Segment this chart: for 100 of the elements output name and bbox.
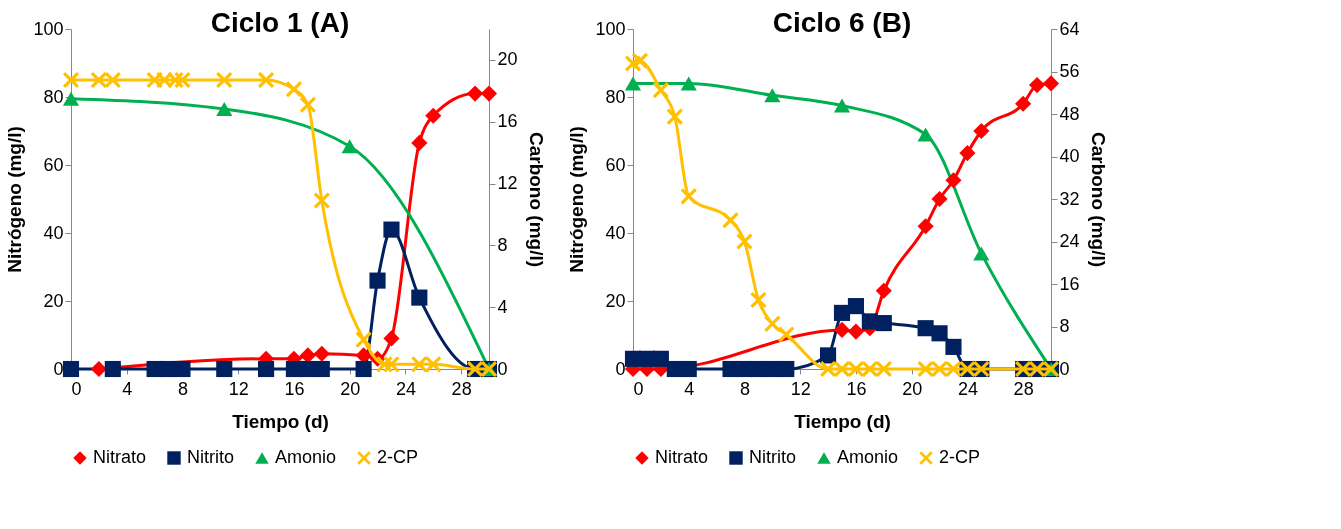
legend-label: Amonio — [275, 447, 337, 467]
x-tick-label: 12 — [228, 378, 249, 399]
point — [383, 221, 400, 238]
y-tick-label: 80 — [605, 86, 626, 107]
point — [680, 188, 697, 205]
y2-tick-label: 32 — [1059, 188, 1080, 209]
y2-tick-label: 16 — [1059, 273, 1080, 294]
y-tick-label: 20 — [43, 290, 64, 311]
legend-label: Nitrito — [749, 447, 797, 467]
point — [680, 76, 697, 91]
point — [680, 360, 697, 378]
point — [917, 127, 934, 142]
point — [1029, 77, 1046, 94]
y-tick-label: 60 — [43, 154, 64, 175]
y-tick-label: 60 — [605, 154, 626, 175]
y2-tick-label: 8 — [1059, 316, 1070, 336]
y2-tick-label: 0 — [497, 358, 508, 379]
point — [104, 71, 121, 89]
x-tick-label: 0 — [633, 378, 644, 399]
point — [736, 233, 753, 250]
point — [355, 360, 372, 378]
point — [861, 360, 878, 378]
point — [467, 85, 484, 102]
point — [820, 347, 837, 364]
y-tick-label: 0 — [615, 358, 626, 379]
y-axis-title: Nitrógeno (mg/l) — [566, 126, 588, 273]
legend-label: 2-CP — [377, 447, 419, 467]
x-tick-label: 8 — [177, 378, 188, 399]
x-tick-label: 24 — [957, 378, 978, 399]
chart-title: Ciclo 6 (B) — [772, 7, 912, 38]
y2-tick-label: 40 — [1059, 146, 1080, 166]
point — [820, 360, 837, 378]
point — [833, 304, 851, 321]
point — [778, 360, 795, 378]
point — [875, 360, 892, 378]
point — [847, 323, 864, 340]
y-tick-label: 40 — [43, 222, 64, 243]
y-tick-label: 0 — [53, 358, 64, 379]
point — [174, 360, 191, 378]
x-tick-label: 28 — [451, 378, 472, 399]
x-tick-label: 16 — [846, 378, 867, 399]
x-tick-label: 12 — [790, 378, 811, 399]
point — [917, 218, 934, 235]
x-tick-label: 28 — [1013, 378, 1034, 399]
point — [216, 71, 233, 89]
point — [425, 107, 442, 124]
y2-tick-label: 8 — [497, 234, 508, 255]
point — [875, 315, 892, 332]
legend-label: 2-CP — [939, 447, 981, 467]
point — [652, 82, 669, 99]
point — [722, 212, 739, 229]
legend-label: Nitrato — [655, 447, 709, 467]
y-tick-label: 100 — [595, 18, 626, 39]
point — [480, 85, 498, 102]
legend-label: Nitrato — [93, 447, 147, 467]
point — [847, 360, 864, 378]
point — [62, 360, 80, 378]
point — [411, 134, 428, 151]
point — [1015, 95, 1032, 112]
point — [847, 298, 864, 315]
point — [959, 145, 976, 162]
y-tick-label: 20 — [605, 290, 626, 311]
point — [285, 81, 302, 98]
point — [778, 326, 795, 343]
point — [631, 52, 649, 69]
point — [90, 360, 107, 378]
x-tick-label: 20 — [902, 378, 923, 399]
y2-axis-title: Carbono (mg/l) — [1087, 131, 1109, 268]
point — [104, 360, 121, 378]
point — [973, 246, 990, 261]
x-tick-label: 20 — [340, 378, 361, 399]
point — [313, 345, 330, 362]
x-tick-label: 16 — [284, 378, 305, 399]
point — [833, 98, 851, 113]
point — [383, 330, 400, 347]
point — [355, 331, 372, 348]
point — [652, 350, 669, 367]
y2-tick-label: 24 — [1059, 231, 1080, 251]
point — [931, 190, 948, 208]
y-tick-label: 80 — [43, 86, 64, 107]
y2-tick-label: 0 — [1059, 358, 1070, 379]
y2-tick-label: 20 — [497, 49, 518, 70]
point — [299, 96, 316, 113]
y2-axis-title: Carbono (mg/l) — [525, 131, 547, 268]
point — [945, 338, 962, 355]
point — [258, 360, 275, 378]
point — [973, 122, 990, 140]
point — [833, 321, 851, 338]
x-axis-title: Tiempo (d) — [232, 410, 329, 432]
point — [369, 272, 386, 289]
y2-tick-label: 64 — [1059, 18, 1080, 39]
point — [313, 192, 330, 209]
point — [875, 282, 892, 299]
point — [764, 88, 781, 103]
legend-label: Amonio — [837, 447, 899, 467]
point — [1042, 75, 1060, 92]
point — [750, 291, 767, 308]
x-axis-title: Tiempo (d) — [794, 410, 891, 432]
legend-label: Nitrito — [187, 447, 235, 467]
point — [62, 71, 80, 89]
